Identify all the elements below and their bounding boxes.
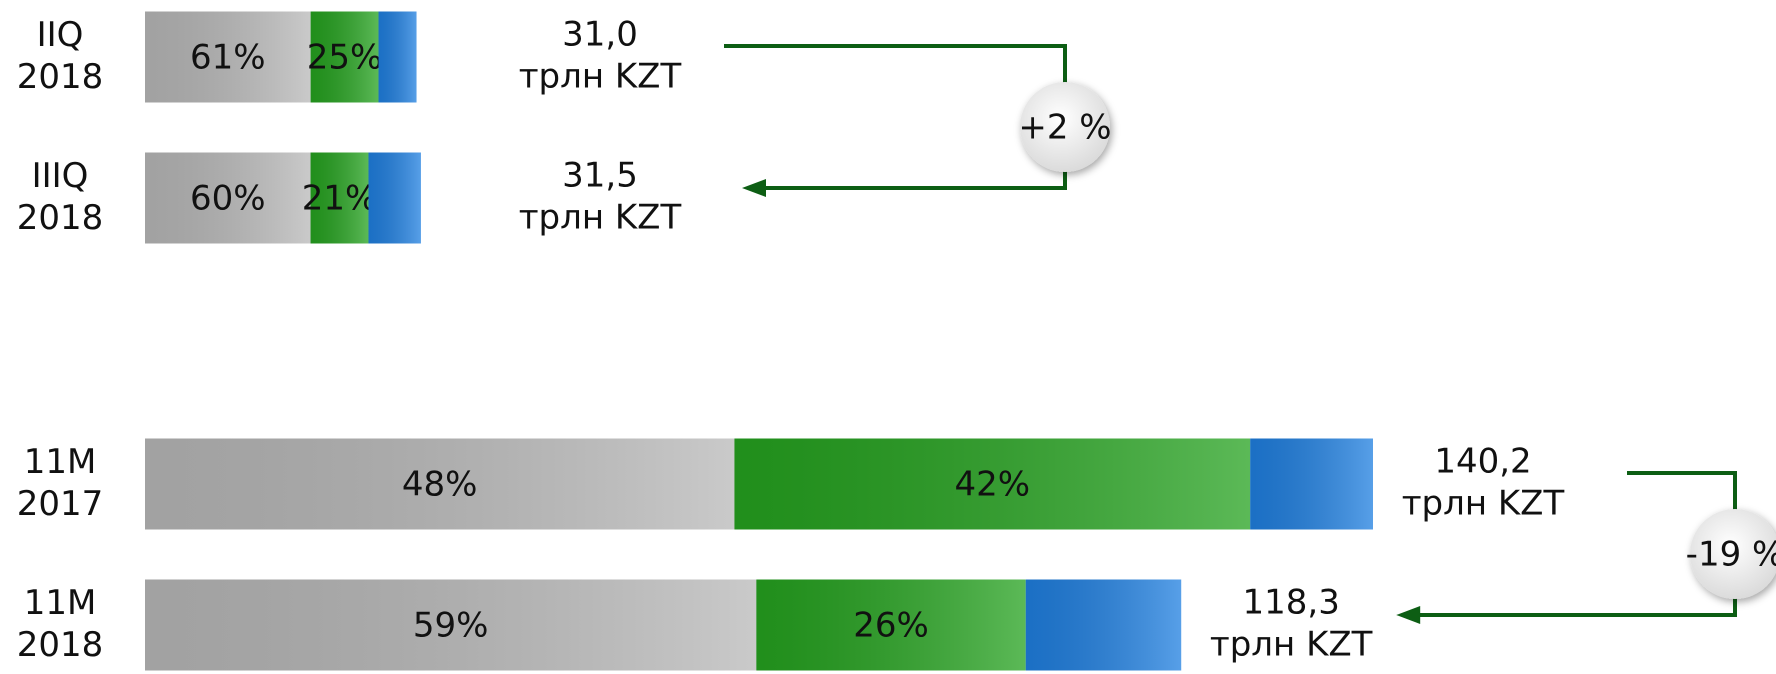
- category-line: 2018: [17, 57, 104, 97]
- category-line: IIIQ: [32, 156, 89, 196]
- change-badge: [1020, 82, 1110, 172]
- bar-shade: [734, 438, 1251, 530]
- bar-shade: [378, 11, 417, 103]
- segment-label: 26%: [853, 606, 929, 646]
- segment-label: 42%: [955, 465, 1031, 505]
- bar-shade: [145, 11, 311, 103]
- segment-label: 21%: [302, 179, 378, 219]
- bar-shade: [310, 152, 369, 244]
- bar-shade: [368, 152, 421, 244]
- segment-label: 60%: [190, 179, 266, 219]
- bar-shade: [1025, 579, 1182, 671]
- total-unit: трлн KZT: [519, 57, 682, 97]
- category-label: 11M 2017: [17, 442, 104, 524]
- change-label: +2 %: [1018, 108, 1111, 148]
- segment-label: 59%: [413, 606, 489, 646]
- category-line: IIQ: [37, 15, 84, 55]
- total-unit: трлн KZT: [519, 198, 682, 238]
- change-label: -19 %: [1686, 535, 1776, 575]
- bar-shade: [1250, 438, 1373, 530]
- arrow-head: [1396, 606, 1421, 624]
- bar-shade: [145, 579, 757, 671]
- bar-shade: [145, 152, 311, 244]
- change-arrow: [724, 44, 1067, 190]
- category-label: IIQ 2018: [17, 15, 104, 97]
- total-unit: трлн KZT: [1402, 484, 1565, 524]
- total-value: 31,5: [562, 156, 638, 196]
- segment-label: 61%: [190, 38, 266, 78]
- total-unit: трлн KZT: [1210, 625, 1373, 665]
- total-value: 118,3: [1243, 583, 1340, 623]
- segment-label: 25%: [307, 38, 383, 78]
- bar-shade: [756, 579, 1026, 671]
- total-value: 31,0: [562, 15, 638, 55]
- total-value: 140,2: [1434, 442, 1531, 482]
- category-label: 11M 2018: [17, 583, 104, 665]
- category-line: 2018: [17, 625, 104, 665]
- change-badge: [1690, 509, 1776, 599]
- category-line: 2018: [17, 198, 104, 238]
- bar-shade: [145, 438, 735, 530]
- category-line: 11M: [24, 583, 97, 623]
- category-label: IIIQ 2018: [17, 156, 104, 238]
- arrow-head: [742, 179, 766, 197]
- bar-shade: [310, 11, 379, 103]
- segment-label: 48%: [402, 465, 478, 505]
- category-line: 11M: [24, 442, 97, 482]
- category-line: 2017: [17, 484, 104, 524]
